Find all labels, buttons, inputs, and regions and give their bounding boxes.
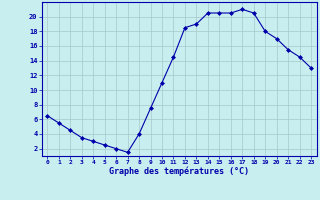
X-axis label: Graphe des températures (°C): Graphe des températures (°C) xyxy=(109,167,249,176)
